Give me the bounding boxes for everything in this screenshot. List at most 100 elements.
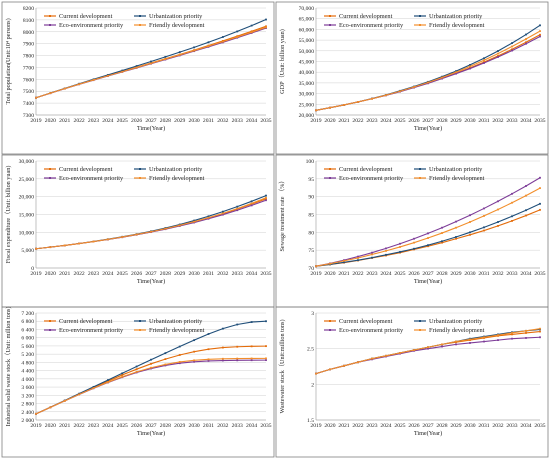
series-point: [78, 83, 81, 86]
series-point: [250, 357, 253, 360]
legend-marker: [49, 177, 51, 179]
series-point: [121, 374, 124, 376]
series-line-3: [35, 199, 267, 250]
series-point: [511, 333, 513, 336]
chart-panel-3: 0 5,000 10,000 15,000 20,000 25,000 30,000 2019…: [1, 154, 275, 308]
legend-marker: [139, 320, 141, 322]
series-point: [265, 196, 267, 199]
series-point: [469, 221, 471, 223]
y-tick-label: 5 600: [21, 344, 34, 350]
legend-label: Eco-environment priority: [59, 22, 124, 29]
series-point: [469, 65, 471, 68]
series-point: [121, 70, 124, 73]
y-tick-label: 8000: [23, 30, 34, 36]
series-point: [525, 329, 527, 332]
legend-label: Urbanization priority: [149, 13, 203, 20]
legend-marker: [139, 15, 141, 17]
legend-marker: [139, 168, 141, 170]
series-point: [525, 209, 527, 212]
series-point: [106, 381, 109, 384]
x-tick-label: 2021: [338, 423, 349, 429]
x-tick-label: 2032: [492, 271, 503, 277]
legend-label: Friendly development: [149, 175, 205, 182]
legend-marker: [49, 168, 51, 170]
series-point: [193, 360, 196, 363]
x-tick-label: 2027: [422, 423, 433, 429]
series-point: [511, 220, 513, 222]
x-tick-label: 2019: [30, 271, 41, 277]
series-point: [441, 226, 443, 229]
series-point: [135, 368, 138, 371]
legend-marker: [139, 24, 141, 26]
legend-marker: [49, 24, 51, 26]
x-tick-label: 2019: [30, 118, 41, 124]
series-point: [441, 240, 443, 243]
series-point: [469, 342, 471, 344]
series-point: [92, 240, 95, 243]
series-point: [539, 24, 541, 27]
x-tick-label: 2025: [117, 271, 128, 277]
x-tick-label: 2029: [174, 271, 185, 277]
series-point: [497, 225, 499, 227]
series-point: [193, 49, 196, 52]
series-point: [539, 30, 541, 33]
legend-label: Current development: [59, 13, 113, 20]
series-point: [207, 358, 210, 361]
series-line-3: [315, 336, 541, 375]
series-point: [106, 380, 109, 383]
x-tick-label: 2020: [45, 118, 56, 124]
y-axis-title: Wastewater stock（Unit:million tons): [279, 319, 286, 413]
x-tick-label: 2034: [246, 423, 257, 429]
legend-label: Urbanization priority: [429, 166, 483, 173]
x-tick-label: 2026: [408, 118, 419, 124]
series-point: [135, 65, 138, 67]
series-point: [497, 52, 499, 55]
series-point: [63, 87, 66, 90]
x-tick-label: 2029: [450, 118, 461, 124]
legend-label: Eco-environment priority: [59, 327, 124, 334]
x-tick-label: 2028: [160, 118, 171, 124]
y-tick-label: 60,000: [299, 27, 315, 33]
x-tick-label: 2021: [59, 271, 70, 277]
x-tick-label: 2019: [310, 118, 321, 124]
series-point: [385, 249, 387, 252]
x-tick-label: 2035: [260, 118, 271, 124]
series-point: [121, 372, 124, 375]
series-point: [469, 67, 471, 70]
x-tick-label: 2019: [310, 423, 321, 429]
series-point: [236, 207, 239, 210]
y-tick-label: 7900: [23, 42, 34, 48]
panel-frame: [1, 1, 275, 155]
y-tick-label: 0: [31, 266, 34, 272]
series-point: [399, 352, 401, 354]
series-point: [539, 327, 541, 330]
series-point: [469, 231, 471, 234]
x-axis-title: Time(Year): [414, 430, 442, 437]
x-axis-title: Time(Year): [137, 430, 165, 437]
x-tick-label: 2032: [492, 423, 503, 429]
y-tick-label: 30,000: [19, 159, 35, 165]
x-tick-label: 2031: [203, 271, 214, 277]
legend-label: Friendly development: [429, 327, 485, 334]
series-point: [315, 109, 317, 112]
series-point: [35, 412, 37, 415]
y-axis-title: Fiscal expenditure（Unit: billion yuan): [5, 166, 12, 264]
series-point: [343, 259, 345, 262]
series-point: [193, 359, 196, 362]
x-tick-label: 2034: [246, 271, 257, 277]
y-tick-label: 5,000: [21, 248, 34, 254]
series-point: [164, 364, 167, 367]
x-tick-label: 2033: [506, 118, 517, 124]
x-tick-label: 2026: [408, 423, 419, 429]
series-point: [236, 36, 239, 38]
series-point: [511, 337, 513, 340]
y-tick-label: 70,000: [299, 6, 315, 12]
series-line-4: [35, 197, 267, 250]
x-tick-label: 2034: [520, 118, 531, 124]
series-point: [178, 224, 181, 227]
legend-marker: [329, 320, 331, 322]
series-point: [525, 332, 527, 334]
x-tick-label: 2027: [422, 118, 433, 124]
y-tick-label: 3 600: [21, 385, 34, 391]
x-axis-title: Time(Year): [414, 125, 442, 132]
